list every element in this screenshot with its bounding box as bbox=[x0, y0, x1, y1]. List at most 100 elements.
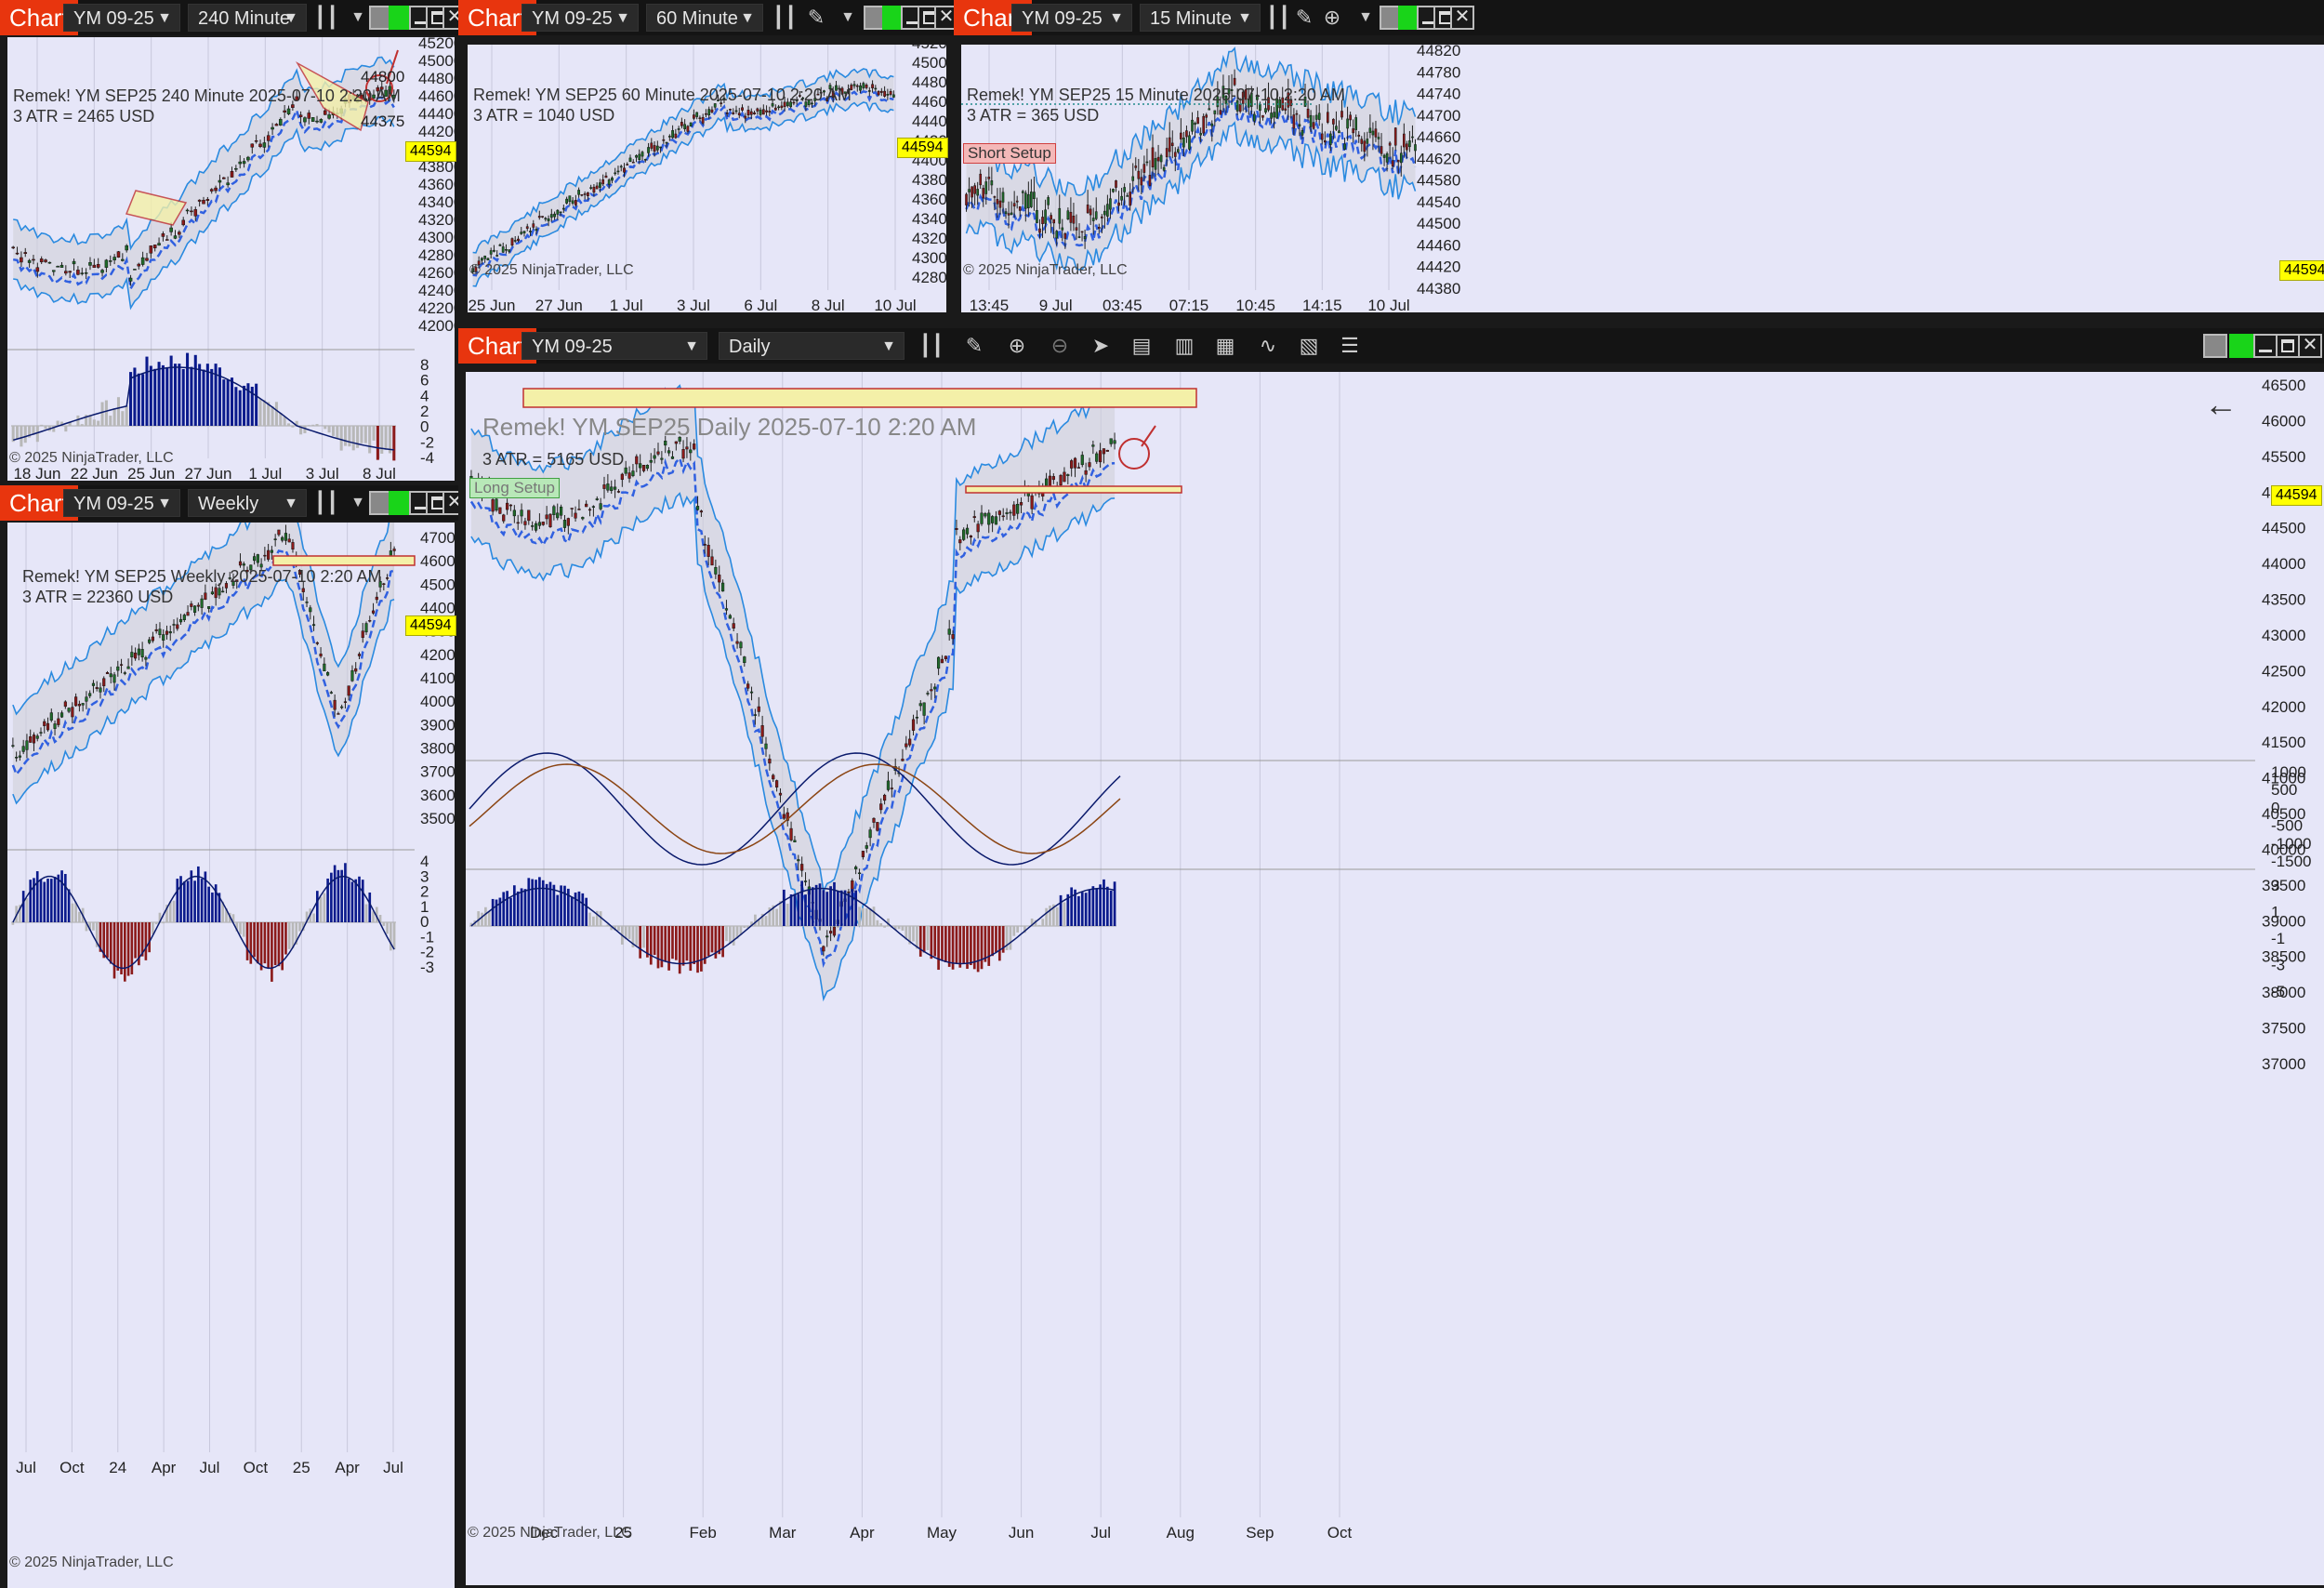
histogram-bar bbox=[76, 415, 80, 426]
y-tick-label: 44000 bbox=[420, 600, 455, 617]
bar-style-icon[interactable]: ┃┃ bbox=[313, 491, 339, 514]
instrument-selector[interactable]: YM 09-25 ▼ bbox=[1011, 4, 1132, 32]
chart-panel[interactable]: JulOct24AprJulOct25AprJul470004600045000… bbox=[7, 523, 456, 1588]
link-green-button[interactable] bbox=[2229, 334, 2253, 358]
bar-style-icon[interactable]: ┃┃ bbox=[772, 6, 798, 29]
candle bbox=[1123, 187, 1126, 192]
histogram-bar bbox=[789, 893, 793, 926]
candle bbox=[639, 463, 642, 469]
histogram-bar bbox=[67, 889, 71, 922]
data-box-icon[interactable]: ▤ bbox=[1131, 334, 1152, 357]
histogram-bar bbox=[653, 926, 656, 956]
price-plot: Dec 25 Feb Mar Apr May Jun Jul Aug Sep Oct 46500 460… bbox=[466, 372, 2311, 1542]
interval-selector[interactable]: 240 Minute ▼ bbox=[188, 4, 307, 32]
x-tick-label: Jul bbox=[200, 1459, 220, 1476]
bar-style-icon[interactable]: ┃┃ bbox=[313, 6, 339, 29]
histogram-bar bbox=[193, 354, 197, 426]
pencil-icon[interactable]: ✎ bbox=[807, 6, 825, 29]
close-button[interactable]: ✕ bbox=[1450, 6, 1474, 30]
chart-trader-icon[interactable]: ▥ bbox=[1174, 334, 1195, 357]
instrument-selector[interactable]: YM 09-25 ▼ bbox=[63, 4, 180, 32]
chart-panel[interactable]: Dec 25 Feb Mar Apr May Jun Jul Aug Sep Oct 46500 460… bbox=[466, 372, 2324, 1585]
candle bbox=[1366, 139, 1369, 144]
histogram-bar bbox=[109, 416, 112, 426]
candle bbox=[588, 509, 592, 511]
templates-icon[interactable]: ▧ bbox=[1299, 334, 1319, 357]
chevron-down-icon[interactable]: ▼ bbox=[1358, 9, 1373, 25]
zoom-out-icon[interactable]: ⊖ bbox=[1050, 334, 1069, 357]
chart-panel[interactable]: 18 Jun 22 Jun 25 Jun 27 Jun 1 Jul 3 Jul 8 Jul 4… bbox=[7, 37, 456, 481]
candle bbox=[857, 872, 862, 875]
histogram-bar bbox=[843, 890, 847, 926]
y-tick-label: 44000 bbox=[2262, 555, 2305, 573]
support-zone bbox=[965, 485, 1182, 494]
candle bbox=[11, 246, 15, 249]
maximize-button[interactable] bbox=[2276, 334, 2300, 358]
histogram-bar bbox=[64, 426, 68, 432]
interval-selector[interactable]: Weekly ▼ bbox=[188, 489, 307, 517]
properties-icon[interactable]: ☰ bbox=[1340, 334, 1359, 357]
back-arrow-icon[interactable]: ← bbox=[2204, 385, 2238, 423]
minimize-button[interactable] bbox=[2253, 334, 2278, 358]
y-tick-label: 39500 bbox=[2262, 877, 2305, 894]
candle bbox=[559, 506, 563, 516]
y-tick-label: 44700 bbox=[1417, 107, 1460, 125]
candle bbox=[298, 114, 303, 117]
candle bbox=[813, 98, 817, 101]
candle bbox=[1030, 192, 1033, 207]
close-button[interactable]: ✕ bbox=[2298, 334, 2322, 358]
candle bbox=[95, 687, 99, 689]
chart-panel[interactable]: 13:45 9 Jul 03:45 07:15 10:45 14:15 10 Jul 4482… bbox=[961, 45, 2324, 312]
zoom-in-icon[interactable]: ⊕ bbox=[1323, 6, 1341, 29]
instrument-selector[interactable]: YM 09-25 ▼ bbox=[522, 332, 707, 360]
candle bbox=[589, 187, 593, 189]
instrument-selector[interactable]: YM 09-25 ▼ bbox=[522, 4, 639, 32]
candle bbox=[340, 706, 344, 708]
indicators-icon[interactable]: ▦ bbox=[1215, 334, 1235, 357]
candle bbox=[1317, 112, 1321, 120]
strategies-icon[interactable]: ∿ bbox=[1259, 334, 1277, 357]
candle bbox=[238, 161, 242, 165]
chart-panel[interactable]: 25 Jun 27 Jun 1 Jul 3 Jul 6 Jul 8 Jul 10 Jul 45… bbox=[468, 45, 948, 312]
histogram-bar bbox=[16, 426, 20, 440]
candle bbox=[1247, 99, 1250, 108]
candle bbox=[674, 441, 678, 444]
candle bbox=[786, 812, 789, 821]
candle bbox=[831, 90, 835, 99]
candle bbox=[984, 181, 988, 194]
window-gray-button[interactable] bbox=[2203, 334, 2227, 358]
histogram-bar bbox=[172, 900, 176, 922]
pencil-icon[interactable]: ✎ bbox=[965, 334, 984, 357]
bar-style-icon[interactable]: ┃┃ bbox=[1265, 6, 1291, 29]
interval-selector[interactable]: 60 Minute ▼ bbox=[646, 4, 763, 32]
candle bbox=[23, 252, 28, 255]
histogram-bar bbox=[779, 901, 782, 926]
bar-style-icon[interactable]: ┃┃ bbox=[918, 334, 944, 357]
interval-selector[interactable]: Daily ▼ bbox=[719, 332, 905, 360]
candle bbox=[1126, 195, 1129, 197]
histogram-bar bbox=[660, 926, 664, 968]
y-tick-label: 44580 bbox=[1417, 172, 1460, 190]
copyright: © 2025 NinjaTrader, LLC bbox=[9, 1555, 174, 1570]
pointer-icon[interactable]: ➤ bbox=[1091, 334, 1110, 357]
candle bbox=[1385, 153, 1389, 163]
chevron-down-icon[interactable]: ▼ bbox=[350, 9, 365, 25]
histogram-bar bbox=[854, 890, 858, 926]
x-tick-label: 27 Jun bbox=[535, 297, 583, 312]
chevron-down-icon[interactable]: ▼ bbox=[840, 9, 855, 25]
candle bbox=[513, 240, 517, 242]
chevron-down-icon[interactable]: ▼ bbox=[350, 495, 365, 510]
histogram-bar bbox=[32, 426, 35, 435]
x-tick-label: 13:45 bbox=[970, 297, 1010, 312]
histogram-bar bbox=[520, 888, 523, 926]
pencil-icon[interactable]: ✎ bbox=[1295, 6, 1314, 29]
zoom-in-icon[interactable]: ⊕ bbox=[1008, 334, 1026, 357]
candle bbox=[1162, 166, 1166, 171]
instrument-selector[interactable]: YM 09-25 ▼ bbox=[63, 489, 180, 517]
candle bbox=[1221, 86, 1225, 99]
last-price-badge: 44594 bbox=[2271, 485, 2322, 506]
x-tick-label: 10:45 bbox=[1235, 297, 1275, 312]
interval-selector[interactable]: 15 Minute ▼ bbox=[1140, 4, 1261, 32]
candle bbox=[635, 456, 639, 465]
candle bbox=[534, 523, 538, 531]
